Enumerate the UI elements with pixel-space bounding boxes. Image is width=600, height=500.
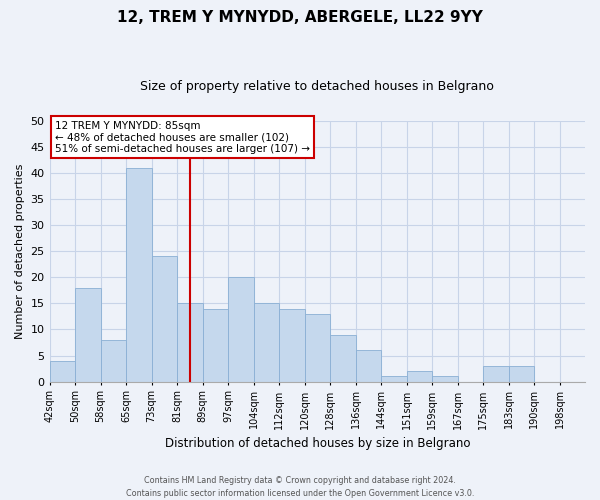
Bar (203, 308, 228, 382)
Bar (75, 288, 101, 382)
Bar (483, 366, 509, 382)
Text: Contains HM Land Registry data © Crown copyright and database right 2024.
Contai: Contains HM Land Registry data © Crown c… (126, 476, 474, 498)
Y-axis label: Number of detached properties: Number of detached properties (15, 164, 25, 339)
Text: 12, TREM Y MYNYDD, ABERGELE, LL22 9YY: 12, TREM Y MYNYDD, ABERGELE, LL22 9YY (117, 10, 483, 25)
Bar (152, 256, 177, 382)
Title: Size of property relative to detached houses in Belgrano: Size of property relative to detached ho… (140, 80, 494, 93)
Bar (509, 366, 534, 382)
Bar (177, 304, 203, 382)
Text: 12 TREM Y MYNYDD: 85sqm
← 48% of detached houses are smaller (102)
51% of semi-d: 12 TREM Y MYNYDD: 85sqm ← 48% of detache… (55, 120, 310, 154)
Bar (330, 334, 356, 382)
Bar (432, 376, 458, 382)
Bar (101, 340, 126, 382)
Bar (126, 168, 152, 382)
Bar (356, 350, 381, 382)
Bar (407, 371, 432, 382)
Bar (254, 304, 279, 382)
X-axis label: Distribution of detached houses by size in Belgrano: Distribution of detached houses by size … (164, 437, 470, 450)
Bar (305, 314, 330, 382)
Bar (228, 277, 254, 382)
Bar (50, 361, 75, 382)
Bar (381, 376, 407, 382)
Bar (279, 308, 305, 382)
